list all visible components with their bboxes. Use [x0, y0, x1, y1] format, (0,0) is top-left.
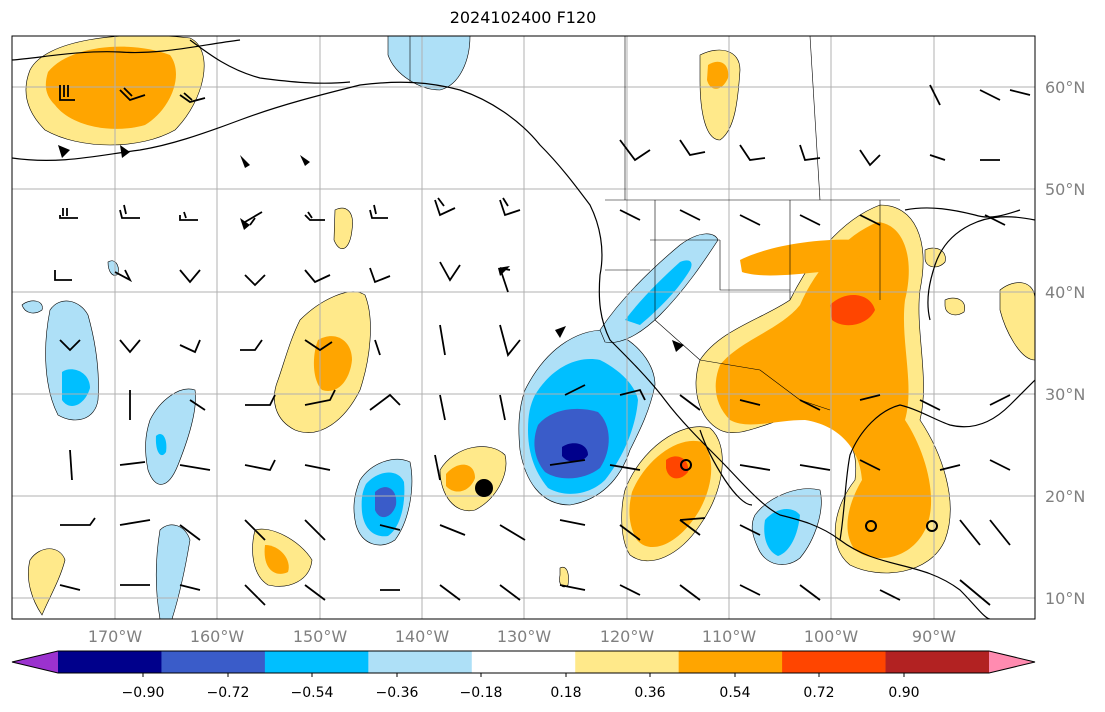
lon-label: 130°W: [497, 627, 552, 646]
colorbar-swatch: [58, 651, 162, 673]
longitude-labels: 170°W 160°W 150°W 140°W 130°W 120°W 110°…: [88, 627, 956, 646]
colorbar-swatch: [782, 651, 887, 673]
lon-label: 110°W: [702, 627, 757, 646]
colorbar-swatch: [471, 651, 576, 673]
colorbar-tick-label: 0.36: [634, 685, 665, 701]
lon-label: 90°W: [912, 627, 956, 646]
lat-label: 60°N: [1045, 78, 1085, 97]
colorbar: [11, 650, 1036, 677]
lon-label: 140°W: [395, 627, 450, 646]
colorbar-labels: −0.90 −0.72 −0.54 −0.36 −0.18 0.18 0.36 …: [122, 685, 920, 701]
colorbar-tick-label: −0.36: [376, 685, 419, 701]
lon-label: 150°W: [293, 627, 348, 646]
lat-label: 10°N: [1045, 589, 1085, 608]
local-extremum-marker: [680, 459, 692, 471]
lon-label: 120°W: [600, 627, 655, 646]
colorbar-tick-label: 0.72: [803, 685, 834, 701]
lat-label: 40°N: [1045, 283, 1085, 302]
coastlines: [12, 39, 1035, 619]
lat-label: 20°N: [1045, 487, 1085, 506]
map-frame: [11, 35, 1036, 620]
lon-label: 100°W: [804, 627, 859, 646]
map-title: 2024102400 F120: [449, 8, 597, 27]
wind-barb-flags: [58, 145, 684, 352]
lat-label: 30°N: [1045, 385, 1085, 404]
colorbar-swatch: [368, 651, 473, 673]
colorbar-swatch: [264, 651, 369, 673]
lon-label: 160°W: [190, 627, 245, 646]
colorbar-swatch: [678, 651, 783, 673]
colorbar-tick-label: −0.72: [207, 685, 250, 701]
local-extremum-marker: [865, 520, 877, 532]
colorbar-tick-label: 0.18: [550, 685, 581, 701]
colorbar-tick-label: 0.54: [719, 685, 750, 701]
colorbar-outline: [11, 650, 1036, 674]
colorbar-swatch: [575, 651, 680, 673]
wind-barbs: [54, 84, 1031, 606]
lat-label: 50°N: [1045, 180, 1085, 199]
map-panel: [12, 36, 1035, 619]
political-borders: [409, 36, 900, 411]
colorbar-tick-label: −0.90: [122, 685, 165, 701]
latitude-labels: 60°N 50°N 40°N 30°N 20°N 10°N: [1045, 78, 1085, 608]
colorbar-extend-high: [989, 651, 1035, 673]
colorbar-extend-low: [12, 651, 58, 673]
colorbar-swatch: [161, 651, 266, 673]
local-extremum-marker: [926, 520, 938, 532]
colorbar-tick-label: −0.18: [460, 685, 503, 701]
colorbar-tick-label: 0.90: [888, 685, 919, 701]
negative-anomaly-shading: [21, 36, 822, 619]
colorbar-tick-label: −0.54: [291, 685, 334, 701]
lon-label: 170°W: [88, 627, 143, 646]
positive-anomaly-shading: [25, 36, 1035, 616]
graticule: [12, 36, 1035, 619]
colorbar-swatch: [885, 651, 990, 673]
storm-center-dot: [475, 479, 493, 497]
